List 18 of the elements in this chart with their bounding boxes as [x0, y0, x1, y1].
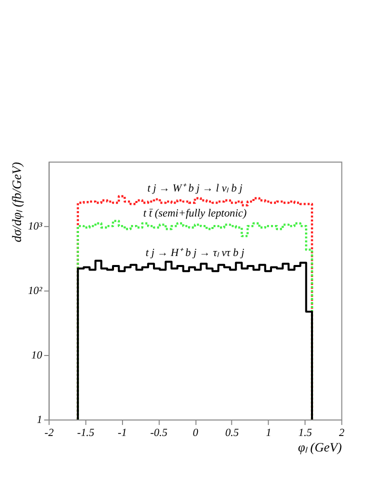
x-tick-label: 0.5 [225, 426, 240, 439]
x-tick-label: -0.5 [150, 426, 168, 439]
x-tick-label: -1.5 [77, 426, 95, 439]
series-label: t j → W⁺ b j → l νₗ b j [147, 182, 242, 195]
x-tick-label: 1 [266, 426, 272, 439]
y-axis-title: dσ/dφₗ (fb/GeV) [10, 162, 24, 242]
x-tick-label: -2 [44, 426, 54, 439]
x-axis-title: φₗ (GeV) [298, 440, 342, 455]
x-tick-label: -1 [118, 426, 127, 439]
x-tick-label: 1.5 [298, 426, 313, 439]
y-tick-label: 10³ [28, 220, 43, 233]
x-tick-label: 2 [339, 426, 346, 439]
x-tick-label: 0 [192, 426, 199, 439]
series-label: t t̄ (semi+fully leptonic) [143, 207, 247, 220]
y-tick-label: 1 [36, 414, 42, 426]
y-tick-label: 10² [28, 285, 43, 298]
series-label: t j → H⁺ b j → τₗ ντ b j [146, 247, 244, 260]
y-tick-label: 10 [31, 349, 43, 362]
